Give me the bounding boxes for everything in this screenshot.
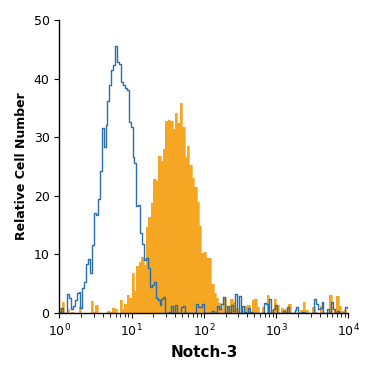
Y-axis label: Relative Cell Number: Relative Cell Number [15, 93, 28, 240]
X-axis label: Notch-3: Notch-3 [170, 345, 238, 360]
